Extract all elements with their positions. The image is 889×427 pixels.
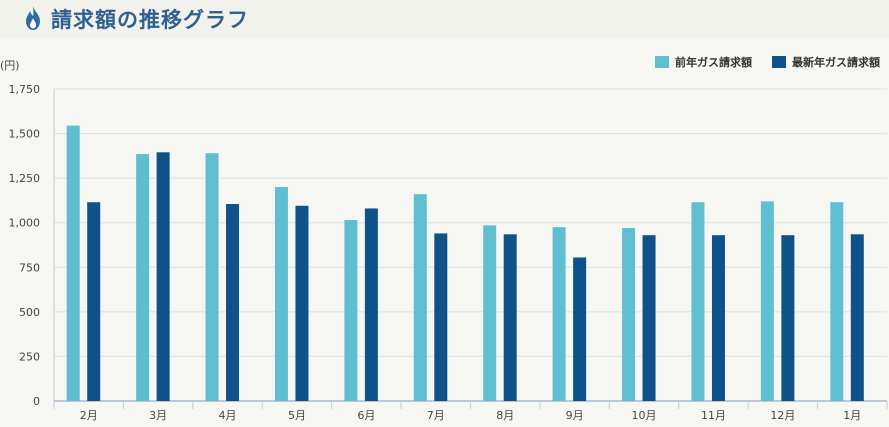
x-tick-label: 2月: [80, 409, 98, 422]
bar-latest: [364, 208, 378, 401]
x-tick-label: 11月: [701, 409, 726, 422]
bar-latest: [573, 257, 587, 401]
legend-label-latest: 最新年ガス請求額: [792, 56, 880, 69]
bar-latest: [434, 233, 448, 401]
legend-label-prev: 前年ガス請求額: [675, 56, 752, 69]
bar-prev: [274, 187, 288, 401]
y-tick-label: 1,750: [9, 83, 41, 96]
x-tick-label: 5月: [288, 409, 306, 422]
x-tick-label: 3月: [149, 409, 167, 422]
x-tick-label: 4月: [219, 409, 237, 422]
bar-latest: [850, 234, 864, 401]
y-tick-label: 0: [33, 395, 40, 408]
x-tick-label: 9月: [566, 409, 584, 422]
x-tick-label: 12月: [770, 409, 795, 422]
flame-icon: [26, 6, 40, 30]
legend-item-latest[interactable]: 最新年ガス請求額: [772, 54, 880, 70]
bar-prev: [344, 220, 358, 401]
legend-swatch-latest: [772, 56, 786, 68]
bar-latest: [642, 235, 656, 401]
legend-item-prev[interactable]: 前年ガス請求額: [655, 54, 752, 70]
bar-prev: [552, 227, 566, 401]
x-tick-label: 10月: [632, 409, 657, 422]
y-unit-label: (円): [0, 59, 20, 72]
x-tick-label: 6月: [357, 409, 375, 422]
y-tick-label: 1,250: [9, 172, 41, 185]
x-tick-label: 1月: [843, 409, 861, 422]
page-title: 請求額の推移グラフ: [51, 8, 249, 32]
y-tick-label: 1,000: [9, 217, 41, 230]
bar-latest: [295, 205, 309, 401]
y-tick-label: 750: [19, 261, 40, 274]
bar-prev: [622, 228, 636, 401]
x-tick-label: 8月: [496, 409, 514, 422]
bar-prev: [830, 202, 844, 401]
y-tick-label: 1,500: [9, 128, 41, 141]
bar-prev: [413, 194, 427, 401]
bar-latest: [711, 235, 725, 401]
bar-prev: [691, 202, 705, 401]
bar-latest: [503, 234, 517, 401]
bar-latest: [87, 202, 101, 401]
y-tick-label: 250: [19, 350, 40, 363]
legend-swatch-prev: [655, 56, 669, 68]
bar-latest: [226, 203, 240, 401]
bar-prev: [760, 201, 774, 401]
bar-prev: [136, 154, 150, 401]
bar-prev: [66, 125, 80, 401]
y-tick-label: 500: [19, 306, 40, 319]
bar-prev: [483, 225, 497, 401]
header-bar: 請求額の推移グラフ: [0, 0, 889, 38]
bar-latest: [781, 235, 795, 401]
bar-latest: [156, 152, 170, 401]
x-tick-label: 7月: [427, 409, 445, 422]
bar-prev: [205, 153, 219, 401]
chart-legend: 前年ガス請求額 最新年ガス請求額: [655, 54, 880, 70]
